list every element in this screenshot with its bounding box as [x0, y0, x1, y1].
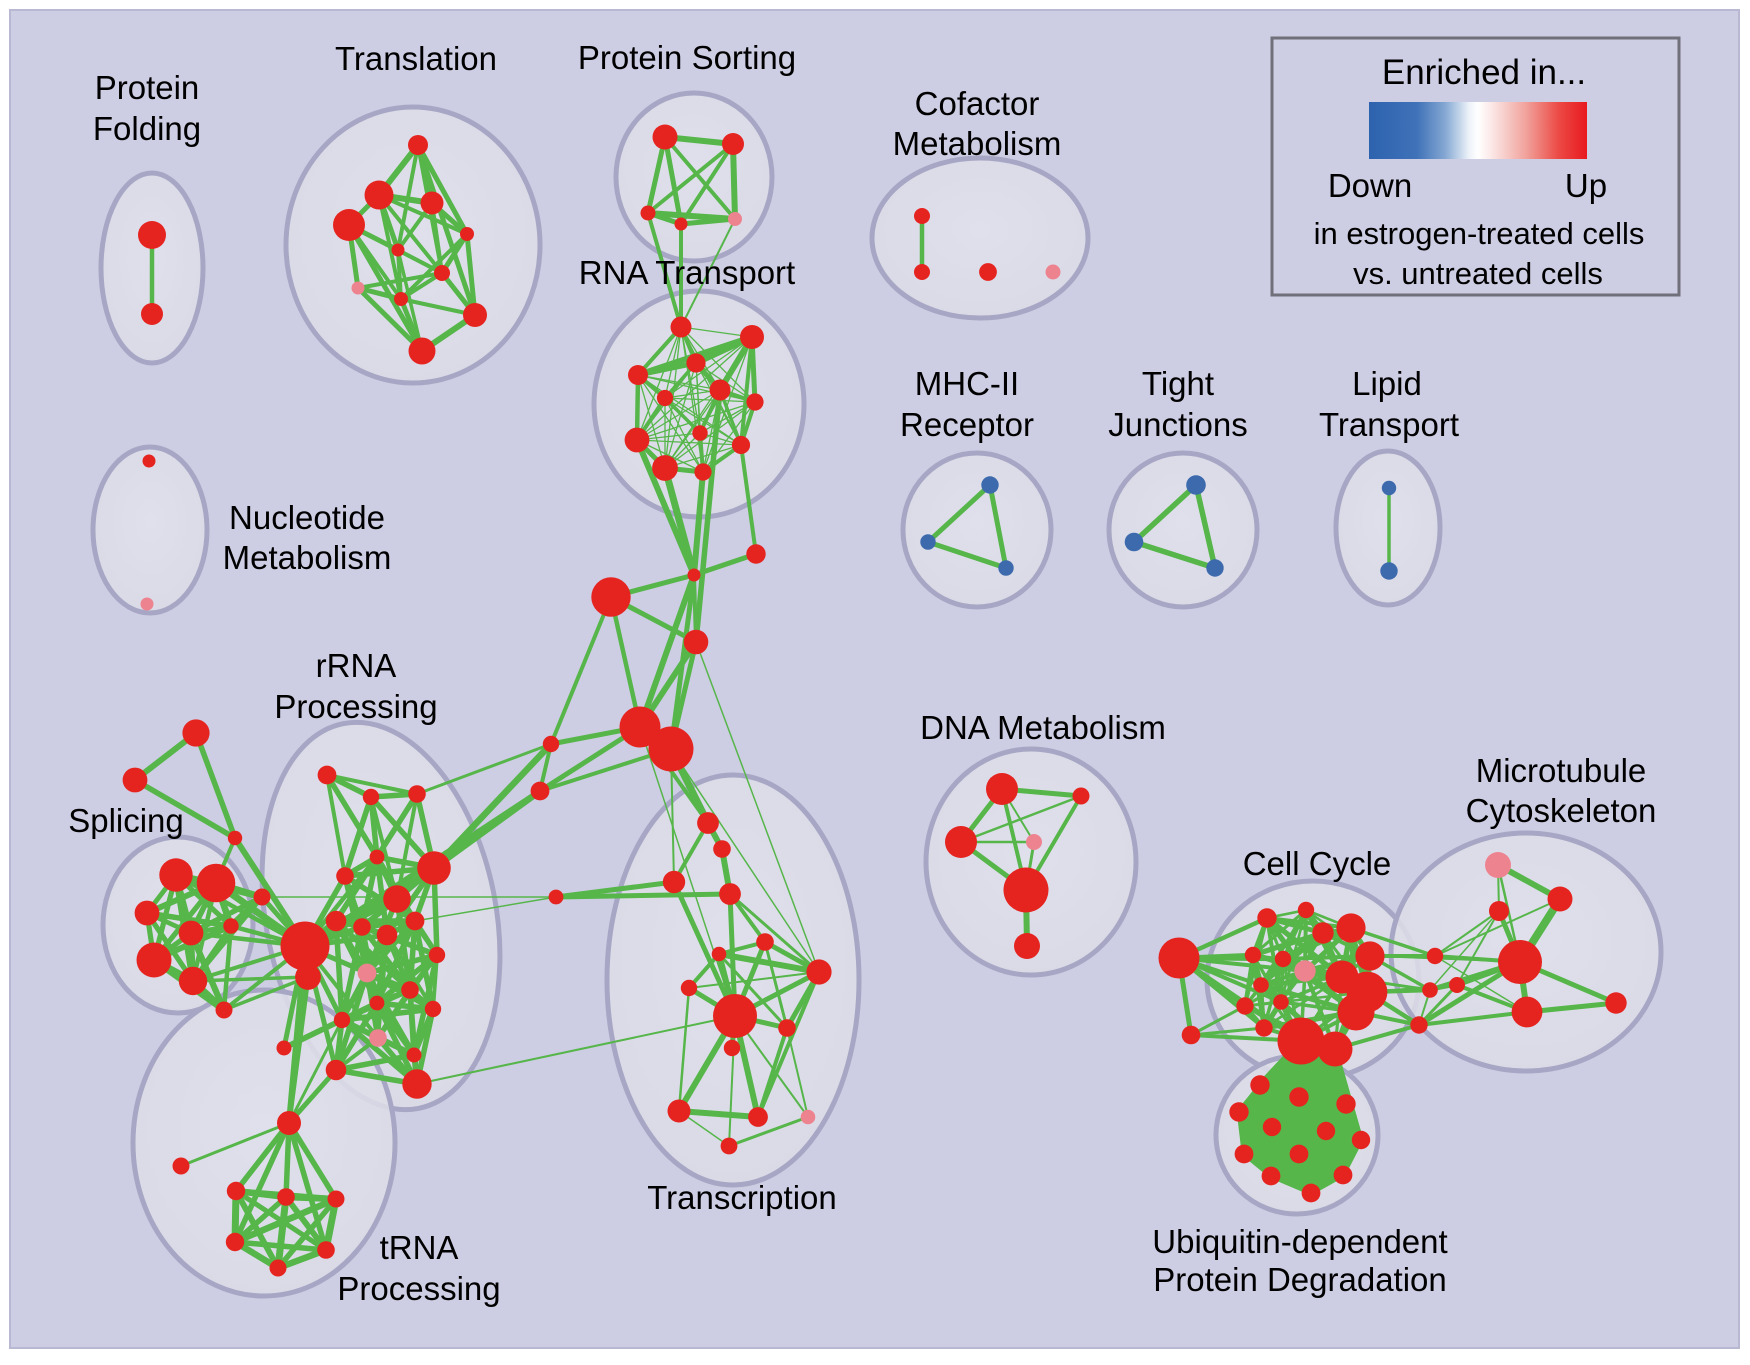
svg-text:Transport: Transport	[1319, 406, 1459, 443]
svg-text:Protein Sorting: Protein Sorting	[578, 39, 796, 76]
svg-text:Up: Up	[1565, 167, 1607, 204]
svg-text:Enriched in...: Enriched in...	[1382, 53, 1586, 92]
svg-text:RNA Transport: RNA Transport	[579, 254, 795, 291]
svg-text:Metabolism: Metabolism	[893, 125, 1062, 162]
svg-text:Processing: Processing	[274, 688, 437, 725]
svg-text:Tight: Tight	[1142, 365, 1214, 402]
svg-text:Protein: Protein	[95, 69, 200, 106]
svg-text:tRNA: tRNA	[380, 1229, 459, 1266]
svg-text:rRNA: rRNA	[316, 647, 397, 684]
svg-text:Splicing: Splicing	[68, 802, 184, 839]
svg-text:Processing: Processing	[337, 1270, 500, 1307]
svg-text:DNA Metabolism: DNA Metabolism	[920, 709, 1166, 746]
svg-text:Nucleotide: Nucleotide	[229, 499, 385, 536]
svg-text:in estrogen-treated cells: in estrogen-treated cells	[1314, 216, 1645, 251]
svg-text:Cell Cycle: Cell Cycle	[1243, 845, 1392, 882]
svg-text:vs. untreated cells: vs. untreated cells	[1353, 256, 1603, 291]
svg-text:Folding: Folding	[93, 110, 201, 147]
svg-text:Down: Down	[1328, 167, 1412, 204]
svg-text:Protein Degradation: Protein Degradation	[1153, 1261, 1447, 1298]
svg-text:Cofactor: Cofactor	[915, 85, 1040, 122]
svg-text:Receptor: Receptor	[900, 406, 1034, 443]
svg-text:Transcription: Transcription	[647, 1179, 837, 1216]
svg-text:Microtubule: Microtubule	[1476, 752, 1647, 789]
svg-text:Metabolism: Metabolism	[223, 539, 392, 576]
svg-text:Lipid: Lipid	[1352, 365, 1422, 402]
svg-text:Cytoskeleton: Cytoskeleton	[1466, 792, 1657, 829]
svg-text:Translation: Translation	[335, 40, 497, 77]
svg-text:MHC-II: MHC-II	[915, 365, 1019, 402]
svg-text:Ubiquitin-dependent: Ubiquitin-dependent	[1152, 1223, 1447, 1260]
svg-text:Junctions: Junctions	[1108, 406, 1247, 443]
